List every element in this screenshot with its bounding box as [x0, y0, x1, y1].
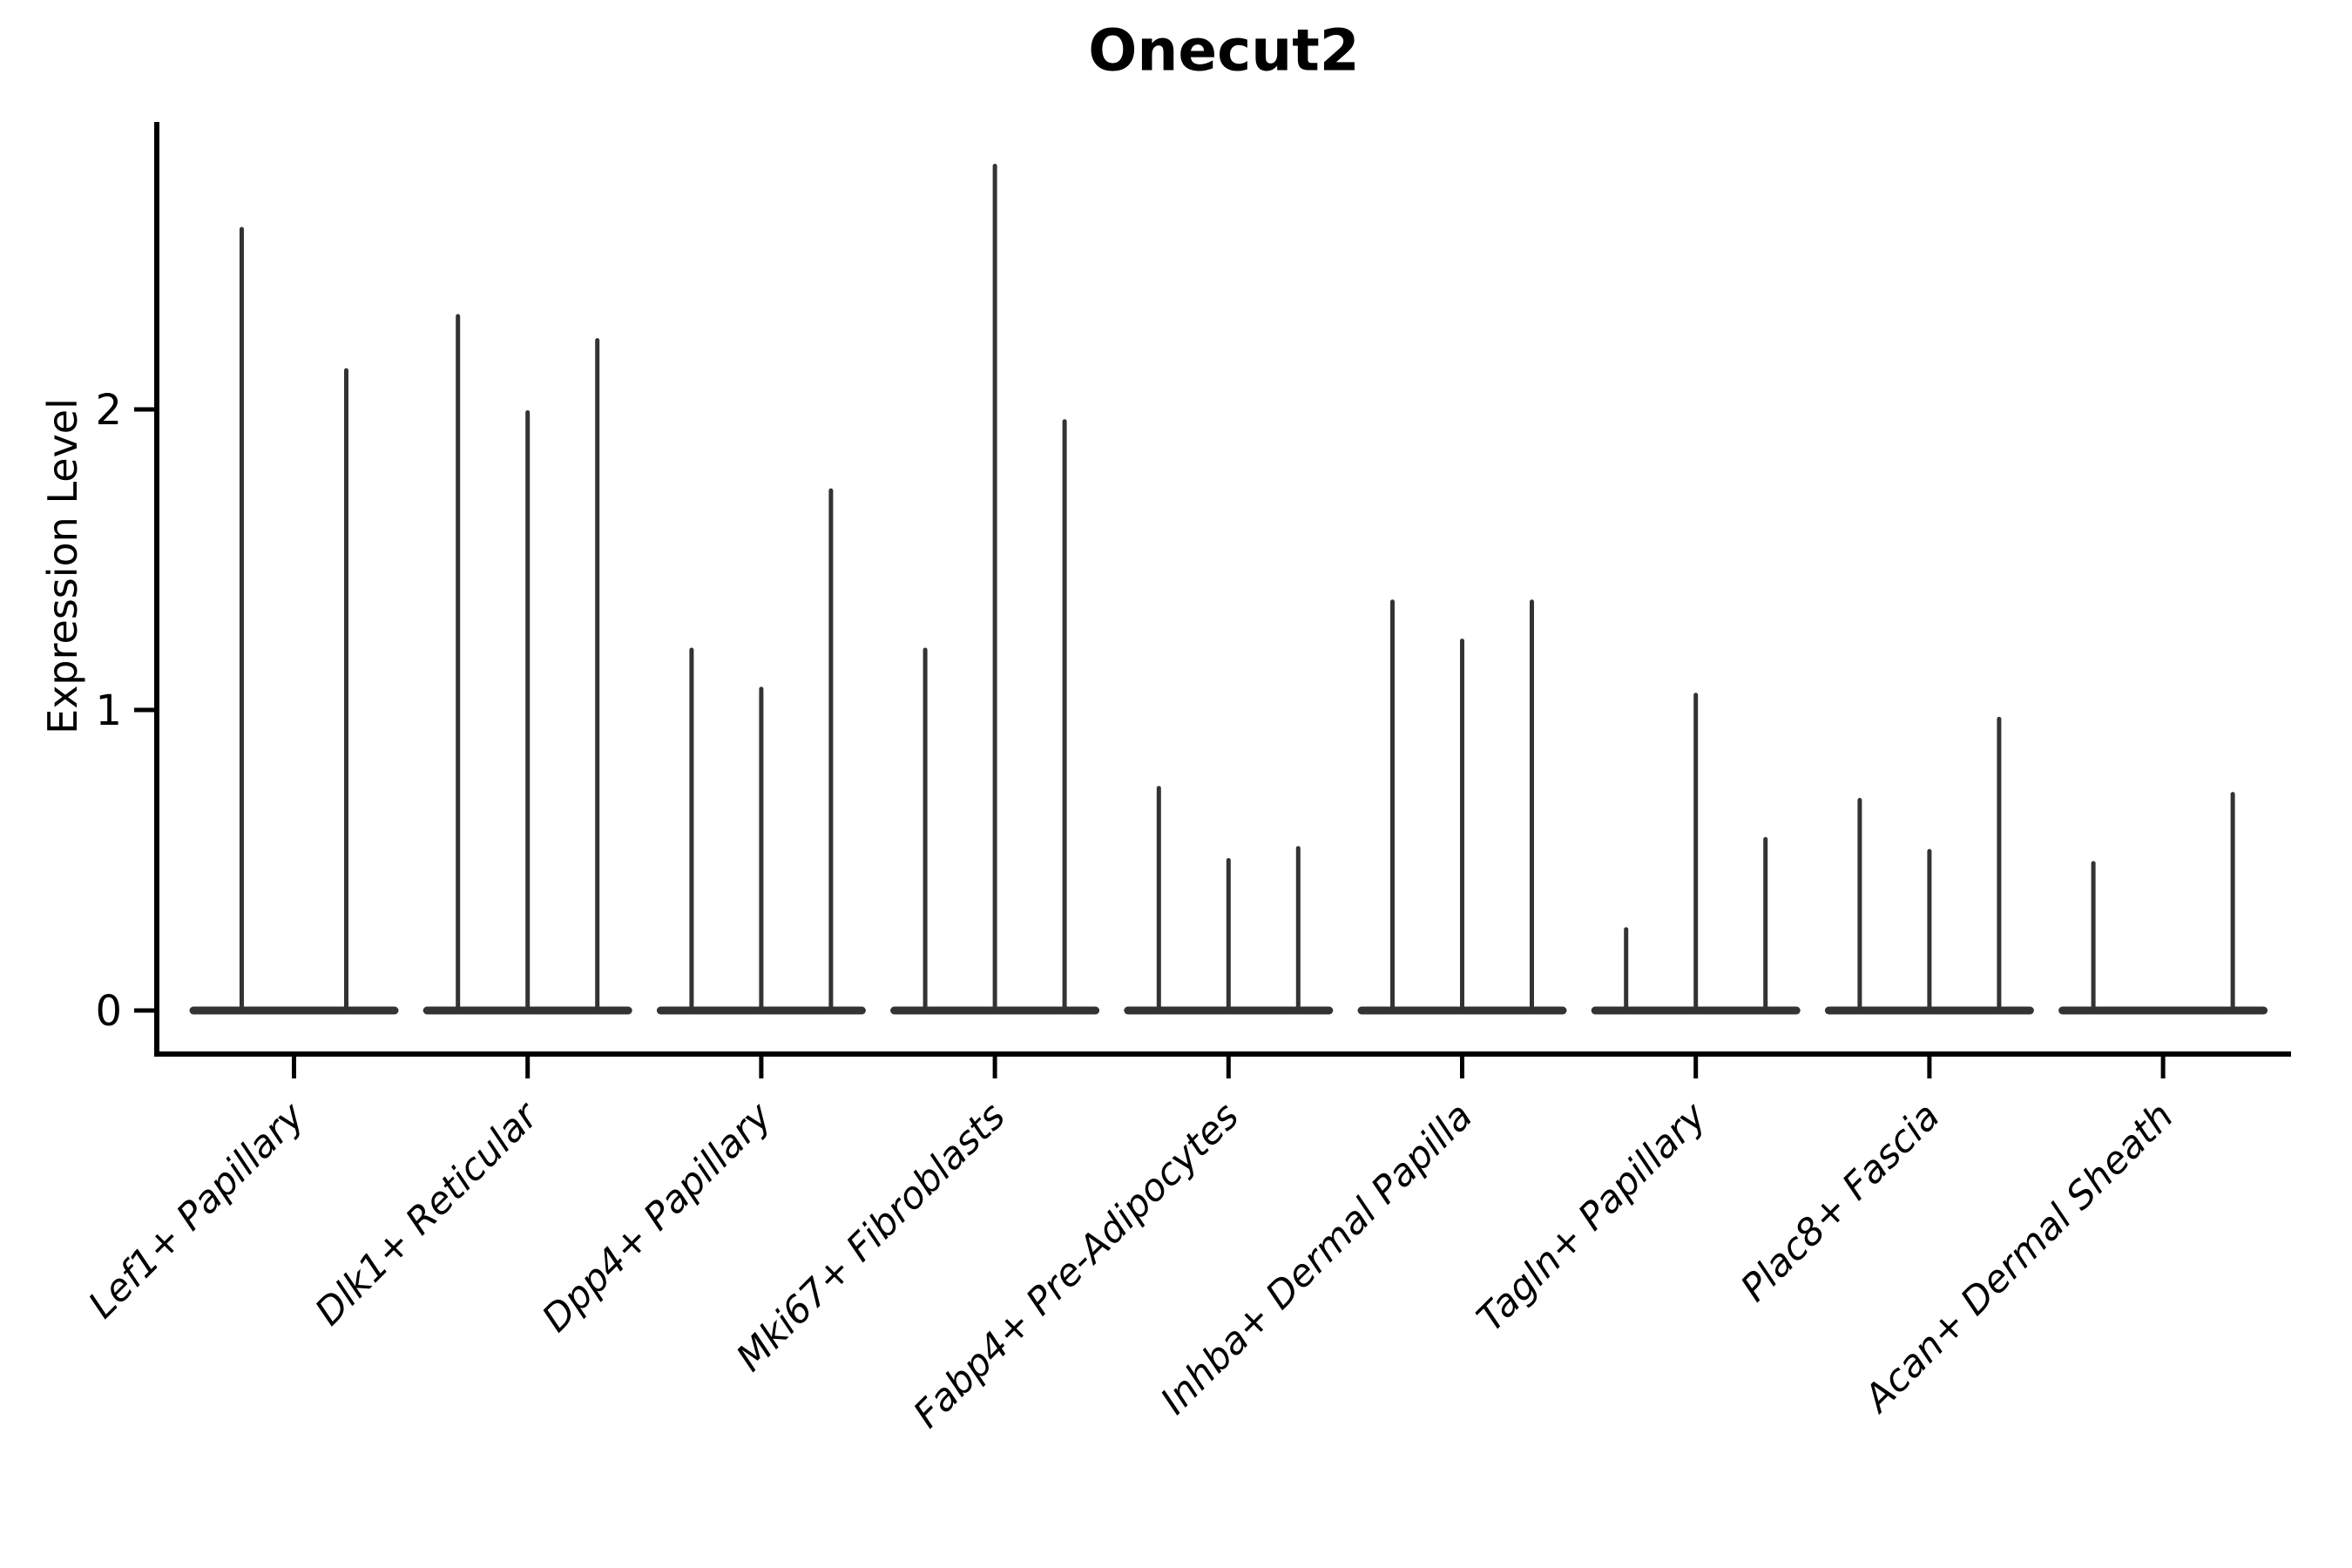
chart-title: Onecut2 — [1088, 17, 1360, 84]
x-tick-label: Mki67+ Fibroblasts — [728, 1094, 1014, 1380]
y-tick-label: 1 — [95, 686, 122, 735]
x-tick-label: Lef1+ Papillary — [80, 1094, 313, 1327]
violin-body — [189, 1006, 399, 1015]
y-tick-label: 2 — [95, 386, 122, 435]
y-tick-label: 0 — [95, 987, 122, 1036]
x-tick-label: Tagln+ Papillary — [1469, 1094, 1715, 1341]
violin-body — [2058, 1006, 2268, 1015]
x-tick-label: Plac8+ Fascia — [1733, 1094, 1949, 1310]
x-tick-label: Dlk1+ Reticular — [307, 1093, 548, 1335]
x-tick-label: Dpp4+ Papillary — [534, 1094, 781, 1341]
